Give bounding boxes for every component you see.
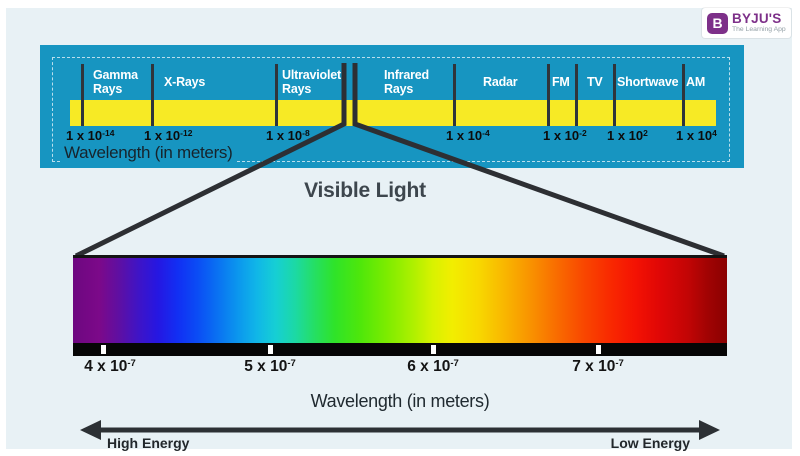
byjus-brand-name: BYJU'S (732, 11, 782, 27)
byjus-tagline: The Learning App (732, 26, 786, 34)
visible-scale-bar (73, 343, 727, 356)
visible-light-title: Visible Light (304, 179, 426, 202)
high-energy-label: High Energy (107, 435, 190, 451)
em-wavelength-bar (70, 100, 716, 126)
em-wavelength-label: Wavelength (in meters) (60, 143, 237, 163)
visible-spectrum-gradient-bar (73, 255, 727, 343)
byjus-logo: B BYJU'S The Learning App (702, 8, 791, 38)
byjus-logo-text: BYJU'S The Learning App (732, 12, 786, 34)
visible-wavelength-label: Wavelength (in meters) (310, 391, 490, 411)
byjus-logo-icon: B (707, 12, 728, 34)
low-energy-label: Low Energy (610, 435, 690, 451)
